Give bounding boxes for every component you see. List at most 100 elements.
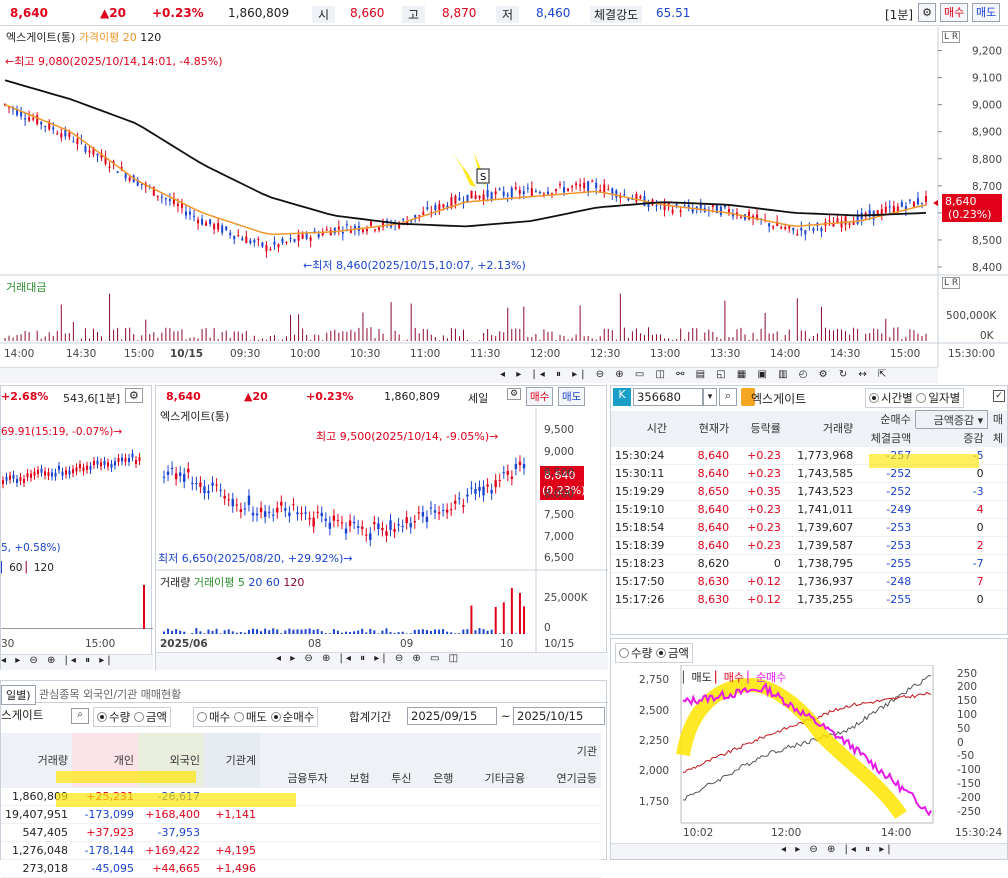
main-legend: 엑스게이트(통) 가격이평 20 120 (6, 29, 161, 45)
mid-vol-bar (199, 631, 201, 634)
lr-toggle-vol[interactable]: L R (942, 277, 960, 289)
mid-vol-bar (264, 629, 266, 634)
main-candle-body (567, 188, 569, 191)
main-vol-bar (841, 329, 842, 341)
mid-candle-body (337, 520, 339, 521)
daily-chart-svg[interactable]: 8,640 (0.23%) (156, 408, 608, 666)
table-row[interactable]: 273,018-45,095+44,665+1,496 (1, 859, 601, 877)
amount-dropdown[interactable]: 금액증감 ▾ (915, 411, 987, 429)
mid-candle-body (410, 523, 412, 527)
tab-daily[interactable]: 일별) (1, 685, 36, 705)
search-icon[interactable]: ⌕ (71, 708, 89, 724)
main-x-tick: 12:00 (530, 348, 560, 360)
mid-vol-bar (406, 633, 408, 634)
main-vol-bar (322, 340, 323, 341)
main-vol-bar (684, 339, 685, 341)
table-cell: 7 (915, 573, 987, 591)
main-vol-bar (592, 338, 593, 341)
main-candle-body (318, 234, 320, 237)
main-vol-bar (117, 328, 118, 341)
mid-candle-body (462, 505, 464, 507)
main-vol-bar (644, 335, 645, 341)
mid-candle-body (240, 509, 242, 512)
search-icon-right[interactable]: ⌕ (719, 388, 737, 406)
mid-vol-bar (458, 633, 460, 634)
date-from-input[interactable]: 2025/09/15 (407, 707, 497, 725)
mid-candle-body (329, 523, 331, 529)
mid-candle-body (195, 483, 197, 484)
main-vol-bar (101, 336, 102, 341)
left-gear-icon[interactable]: ⚙ (125, 388, 143, 403)
tab-watchlist[interactable]: 관심종목 외국인/기관 매매현황 (35, 685, 185, 703)
settings-gear-icon[interactable]: ⚙ (918, 3, 936, 22)
mid-candle-body (345, 529, 347, 534)
table-row[interactable]: 547,405+37,923-37,953 (1, 823, 601, 841)
net-buy-chart-svg[interactable] (611, 665, 1007, 861)
main-candle-body (780, 227, 782, 228)
checkbox[interactable]: ✓ (993, 390, 1005, 402)
mid-toolbar[interactable]: ◂ ▸ ⊖ ⊕ |◂ ⏸ ▸| ⊖ ⊕ ▭ ◫ (156, 652, 608, 670)
vol-tick-0: 0K (980, 330, 994, 342)
volume-amount-label: 거래대금 (6, 279, 46, 295)
net-x-tick: 15:30:24 (955, 827, 1002, 839)
mid-vol-bar (183, 632, 185, 634)
mid-x-2: 09 (400, 638, 413, 650)
chart-scroll-toolbar[interactable]: ◂ ▸ |◂ ⏸ ▸| ⊖ ⊕ ▭ ◫ ⚯ ▤ ◱ ▦ ▣ ▥ ◴ ⚙ ↻ ↔ … (0, 367, 938, 383)
chevron-down-icon[interactable]: ▾ (703, 388, 717, 406)
main-candle-body (539, 192, 541, 193)
main-vol-bar (656, 334, 657, 341)
main-vol-bar (210, 338, 211, 341)
main-vol-bar (65, 334, 66, 341)
mid-mode[interactable]: 세일 (468, 390, 488, 406)
main-vol-bar (551, 332, 552, 341)
side-radio-group[interactable]: 매수 매도 순매수 (193, 707, 318, 727)
main-vol-bar (234, 331, 235, 341)
buy-button[interactable]: 매수 (940, 3, 968, 22)
main-vol-bar (636, 328, 637, 341)
col-change: 증감 (915, 429, 987, 447)
main-vol-bar (141, 335, 142, 341)
main-vol-bar (218, 339, 219, 341)
unit-radio-group[interactable]: 수량 금액 (93, 707, 171, 727)
mid-gear-icon[interactable]: ⚙ (507, 388, 521, 400)
col-sub-0: 금융투자 (260, 769, 332, 787)
chart-nav-icons[interactable]: ◂ ▸ |◂ ⏸ ▸| ⊖ ⊕ ▭ ◫ ⚯ ▤ ◱ ▦ ▣ ▥ ◴ ⚙ ↻ ↔ … (500, 369, 890, 380)
main-vol-bar (254, 336, 255, 341)
mid-vol-bar (414, 630, 416, 634)
net-x-tick: 12:00 (771, 827, 801, 839)
table-cell (260, 823, 332, 841)
left-toolbar[interactable]: ◂ ▸ ⊖ ⊕ |◂ ⏸ ▸| (1, 654, 153, 670)
interval-label[interactable]: [1분] (885, 6, 913, 23)
mid-vol-bar (329, 633, 331, 634)
left-candle-body (27, 473, 29, 477)
main-candle-body (277, 244, 279, 247)
table-row[interactable]: 19,407,951-173,099+168,400+1,141 (1, 805, 601, 823)
table-cell: 1,276,048 (1, 841, 72, 859)
table-row[interactable]: 1,276,048-178,144+169,422+4,195 (1, 841, 601, 859)
net-toolbar[interactable]: ◂ ▸ ⊖ ⊕ |◂ ⏸ ▸| (611, 843, 1007, 859)
qty-amount-radio[interactable]: 수량 금액 (615, 643, 693, 663)
main-candle-body (161, 197, 163, 198)
time-day-radio[interactable]: 시간별 일자별 (865, 388, 964, 408)
lr-toggle[interactable]: L R (942, 31, 960, 43)
main-chart-svg[interactable]: 9,2009,1009,0008,9008,8008,7008,6008,500… (0, 27, 1008, 383)
main-vol-bar (53, 336, 54, 341)
stock-name-field[interactable]: 스게이트 (1, 707, 43, 723)
date-to-input[interactable]: 2025/10/15 (513, 707, 605, 725)
mid-sell-button[interactable]: 매도 (558, 387, 585, 406)
mid-buy-button[interactable]: 매수 (526, 387, 553, 406)
code-input[interactable]: 356680 (633, 388, 703, 406)
mid-candle-body (232, 499, 234, 506)
mid-candle-body (389, 520, 391, 530)
table-cell (988, 501, 1007, 519)
sell-button[interactable]: 매도 (972, 3, 1000, 22)
main-vol-bar (447, 338, 448, 341)
main-vol-bar (652, 335, 653, 341)
